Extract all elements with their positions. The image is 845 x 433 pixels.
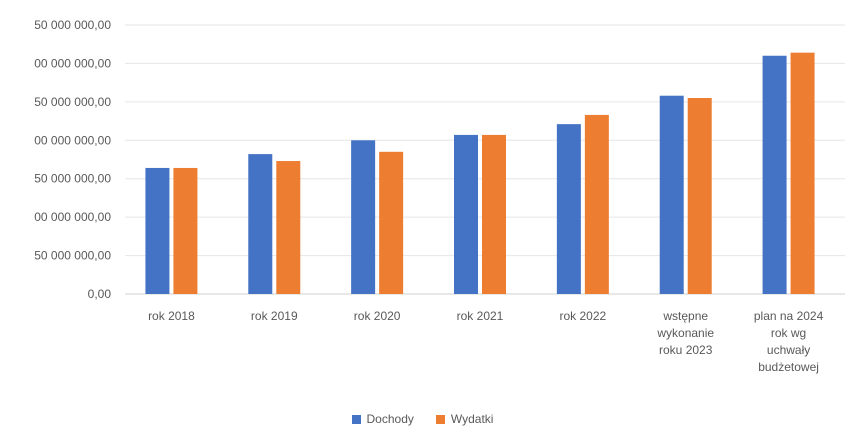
x-tick-label: rok 2020 [354,309,401,323]
x-tick-label: plan na 2024 rok wg uchwały budżetowej [754,309,824,374]
bar-wydatki-3 [482,134,506,294]
x-tick-label: rok 2021 [457,309,504,323]
legend-swatch-wydatki [435,414,445,424]
bar-dochody-4 [556,124,581,294]
bars [145,52,815,295]
bar-wydatki-4 [584,114,609,295]
y-tick-label: 00 000 000,00 [34,56,111,70]
legend: Dochody Wydatki [0,412,845,426]
y-tick-label: 00 000 000,00 [34,133,111,147]
bar-dochody-0 [145,167,170,294]
x-tick-label: rok 2022 [560,309,607,323]
y-tick-label: 50 000 000,00 [34,18,111,32]
bar-dochody-3 [454,134,478,294]
legend-item-wydatki: Wydatki [435,412,494,426]
legend-swatch-dochody [351,414,361,424]
x-tick-label: rok 2018 [148,309,195,323]
bar-dochody-2 [351,140,376,294]
bar-wydatki-5 [687,98,712,294]
bar-wydatki-2 [379,151,404,294]
y-axis: 0,00 50 000 000,00 00 000 000,00 50 000 000… [34,18,111,301]
y-tick-label: 00 000 000,00 [34,210,111,224]
bar-dochody-6 [762,55,787,294]
x-tick-label: wstępne wykonanie roku 2023 [656,309,714,357]
y-tick-label: 0,00 [88,287,112,301]
x-axis: rok 2018 rok 2019 rok 2020 rok 2021 rok 2022… [148,309,824,374]
y-tick-label: 50 000 000,00 [34,95,111,109]
bar-wydatki-0 [173,167,198,294]
y-tick-label: 50 000 000,00 [34,249,111,263]
legend-item-dochody: Dochody [351,412,414,426]
bar-chart: 0,00 50 000 000,00 00 000 000,00 50 000 000… [34,18,845,374]
y-tick-label: 50 000 000,00 [34,172,111,186]
bar-dochody-5 [659,95,684,294]
legend-label-wydatki: Wydatki [450,412,494,426]
bar-dochody-1 [248,154,273,294]
bar-wydatki-6 [790,52,815,294]
bar-wydatki-1 [276,161,301,294]
legend-label-dochody: Dochody [366,412,414,426]
x-tick-label: rok 2019 [251,309,298,323]
